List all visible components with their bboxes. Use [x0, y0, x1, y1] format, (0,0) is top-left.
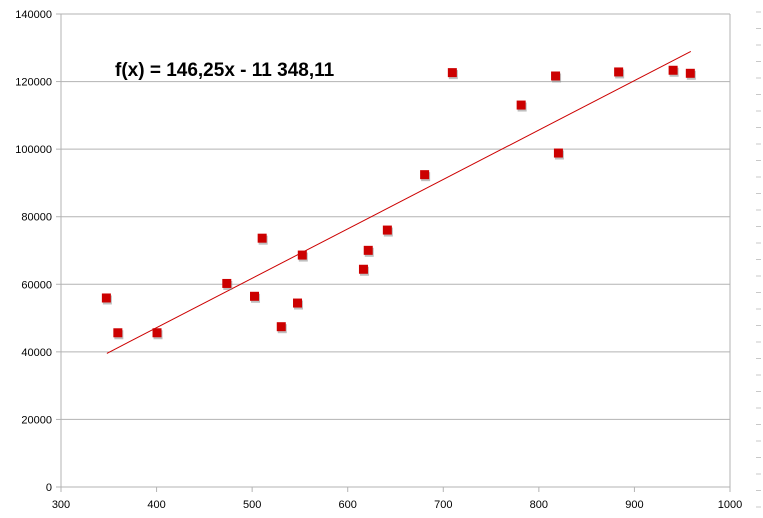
data-point — [382, 225, 392, 235]
data-point — [685, 68, 695, 78]
data-point — [553, 148, 563, 158]
data-point — [101, 293, 111, 303]
y-axis-ticks: 0 20000 40000 60000 80000 100000 120000 140000 — [15, 9, 61, 494]
x-tick-label: 700 — [434, 499, 452, 511]
data-points — [101, 65, 696, 340]
data-point — [516, 100, 526, 110]
grid-lines — [61, 13, 730, 420]
data-point — [293, 298, 303, 308]
data-point — [447, 68, 457, 78]
data-point — [420, 170, 430, 180]
y-tick-label: 100000 — [15, 144, 52, 156]
data-point — [152, 328, 162, 338]
data-point — [614, 67, 624, 77]
y-tick-label: 40000 — [21, 347, 52, 359]
data-point — [668, 65, 678, 75]
trendline-equation: f(x) = 146,25x - 11 348,11 — [115, 60, 335, 81]
data-point — [358, 264, 368, 274]
trendline-group — [106, 51, 692, 354]
right-edge-marks — [756, 11, 761, 508]
x-tick-label: 300 — [52, 499, 70, 511]
axes — [60, 14, 731, 488]
y-tick-label: 20000 — [21, 414, 52, 426]
y-tick-label: 140000 — [15, 9, 52, 21]
y-tick-label: 0 — [46, 482, 52, 494]
data-point — [257, 233, 267, 243]
x-tick-label: 600 — [339, 499, 357, 511]
trendline — [106, 51, 692, 354]
data-point — [222, 278, 232, 288]
y-tick-label: 120000 — [15, 77, 52, 89]
y-tick-label: 60000 — [21, 279, 52, 291]
data-point — [276, 322, 286, 332]
x-tick-label: 500 — [243, 499, 261, 511]
data-point — [113, 328, 123, 338]
y-tick-label: 80000 — [21, 212, 52, 224]
x-tick-label: 400 — [147, 499, 165, 511]
x-axis-ticks: 300 400 500 600 700 800 900 1000 — [52, 487, 742, 511]
data-point — [363, 245, 373, 255]
x-tick-label: 900 — [625, 499, 643, 511]
x-tick-label: 800 — [530, 499, 548, 511]
data-point — [297, 250, 307, 260]
x-tick-label: 1000 — [718, 499, 742, 511]
data-point — [551, 71, 561, 81]
data-point — [250, 291, 260, 301]
